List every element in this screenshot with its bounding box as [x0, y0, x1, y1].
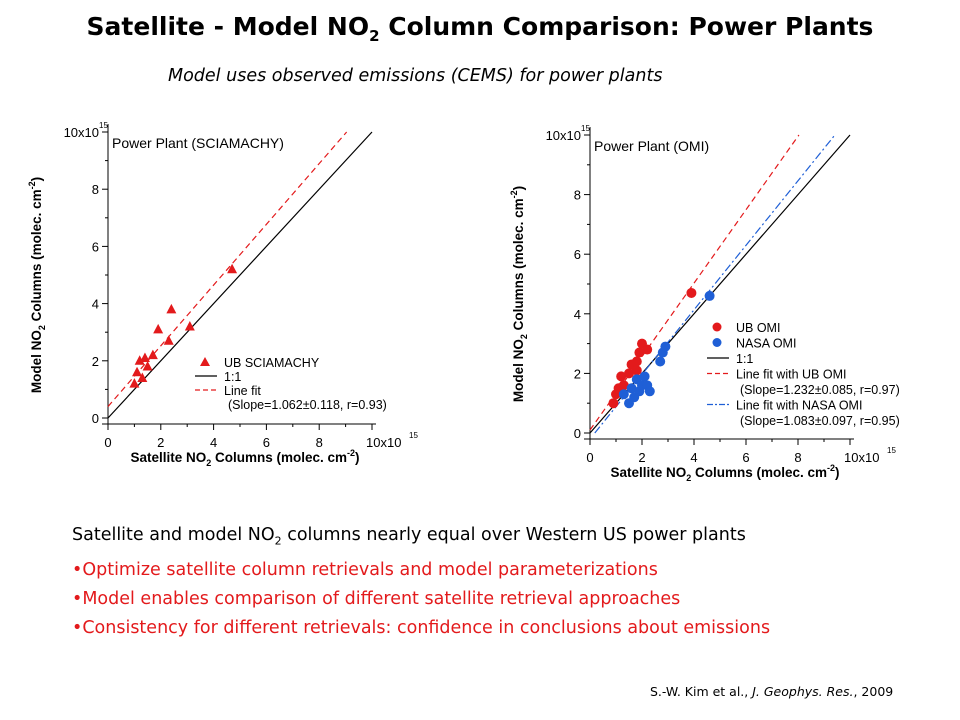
data-point	[655, 356, 666, 367]
data-point	[624, 368, 634, 379]
bullet-item: •Model enables comparison of different s…	[72, 588, 681, 609]
page-subtitle: Model uses observed emissions (CEMS) for…	[168, 66, 663, 86]
x-tick-label: 10x10	[844, 450, 879, 465]
legend-label: Line fit	[224, 384, 261, 398]
chart-title: Power Plant (OMI)	[594, 138, 709, 154]
data-point	[227, 263, 238, 274]
page-title: Satellite - Model NO2 Column Comparison:…	[0, 12, 960, 45]
x-tick-label: 2	[157, 435, 164, 450]
x-tick-label: 2	[638, 450, 645, 465]
legend-label: NASA OMI	[736, 337, 796, 351]
y-axis-title: Model NO2 Columns (molec. cm-2)	[509, 186, 529, 402]
data-point	[634, 347, 645, 358]
data-point	[137, 372, 148, 382]
data-point	[608, 398, 619, 409]
y-tick-label: 0	[574, 426, 581, 441]
x-tick-label: 6	[263, 435, 270, 450]
y-tick-label: 6	[92, 239, 99, 254]
data-point	[153, 323, 164, 334]
x-tick-label: 4	[690, 450, 697, 465]
legend-marker	[200, 357, 210, 366]
data-point	[639, 371, 650, 382]
legend-label: (Slope=1.083±0.097, r=0.95)	[740, 414, 900, 428]
legend-label: 1:1	[736, 352, 753, 366]
x-axis-title: Satellite NO2 Columns (molec. cm-2)	[130, 448, 359, 468]
chart-title: Power Plant (SCIAMACHY)	[112, 135, 284, 151]
legend-label: UB SCIAMACHY	[224, 356, 320, 370]
legend-label: UB OMI	[736, 321, 780, 335]
data-point	[644, 386, 655, 397]
data-point	[139, 352, 150, 362]
y-tick-label: 10x10	[546, 128, 581, 143]
y-tick-label: 8	[92, 182, 99, 197]
legend-marker	[712, 322, 722, 332]
legend-label: (Slope=1.062±0.118, r=0.93)	[228, 398, 387, 412]
legend-label: Line fit with NASA OMI	[736, 399, 862, 413]
data-point	[163, 335, 174, 345]
y-tick-label: 2	[92, 354, 99, 369]
data-point	[631, 365, 642, 376]
data-point	[134, 355, 145, 365]
bullet-item: •Optimize satellite column retrievals an…	[72, 559, 658, 580]
y-tick-label: 6	[574, 247, 581, 262]
title-main: Satellite - Model NO	[86, 12, 370, 41]
summary-headline-b: columns nearly equal over Western US pow…	[281, 525, 746, 545]
y-axis-title: Model NO2 Columns (molec. cm-2)	[27, 177, 47, 393]
x-tick-label: 10x10	[366, 435, 401, 450]
fit-line	[589, 134, 851, 434]
data-point	[616, 371, 627, 382]
y-tick-label: 8	[574, 188, 581, 203]
data-point	[686, 287, 697, 298]
data-point	[626, 383, 637, 394]
data-point	[631, 356, 642, 367]
x-tick-label: 8	[794, 450, 801, 465]
x-tick-label: 0	[586, 450, 593, 465]
citation-authors: S.-W. Kim et al.,	[650, 684, 753, 699]
legend-label: (Slope=1.232±0.085, r=0.97)	[740, 383, 900, 397]
legend-label: 1:1	[224, 370, 241, 384]
legend-label: Line fit with UB OMI	[736, 368, 846, 382]
data-point	[166, 303, 177, 314]
y-tick-label: 4	[92, 297, 99, 312]
x-axis-title: Satellite NO2 Columns (molec. cm-2)	[610, 463, 839, 483]
summary-text: Satellite and model NO2 columns nearly e…	[72, 521, 770, 643]
data-point	[660, 341, 671, 352]
y-tick-label: 10x10	[64, 125, 99, 140]
data-point	[147, 349, 158, 360]
summary-headline: Satellite and model NO2 columns nearly e…	[72, 521, 770, 556]
x-exponent-label: 15	[887, 446, 896, 455]
citation-journal: J. Geophys. Res.	[752, 684, 854, 699]
data-point	[184, 320, 195, 331]
citation: S.-W. Kim et al., J. Geophys. Res., 2009	[650, 684, 893, 699]
x-tick-label: 4	[210, 435, 217, 450]
data-point	[129, 378, 140, 388]
data-point	[618, 380, 629, 391]
x-tick-label: 8	[316, 435, 323, 450]
x-tick-label: 6	[742, 450, 749, 465]
summary-headline-sub: 2	[274, 534, 282, 548]
title-rest: Column Comparison: Power Plants	[379, 12, 874, 41]
x-tick-label: 0	[104, 435, 111, 450]
title-subscript: 2	[369, 27, 380, 45]
legend-marker	[712, 338, 722, 347]
y-exponent-label: 15	[581, 124, 590, 133]
citation-year: , 2009	[853, 684, 894, 699]
x-exponent-label: 15	[409, 431, 418, 440]
bullet-item: •Consistency for different retrievals: c…	[72, 617, 771, 638]
data-point	[132, 366, 143, 377]
y-exponent-label: 15	[99, 121, 108, 130]
y-tick-label: 0	[92, 411, 99, 426]
y-tick-label: 2	[574, 366, 581, 381]
data-point	[704, 290, 715, 301]
data-point	[142, 361, 153, 371]
data-point	[618, 389, 629, 400]
data-point	[642, 344, 653, 355]
y-tick-label: 4	[574, 307, 581, 322]
summary-headline-a: Satellite and model NO	[72, 525, 275, 545]
